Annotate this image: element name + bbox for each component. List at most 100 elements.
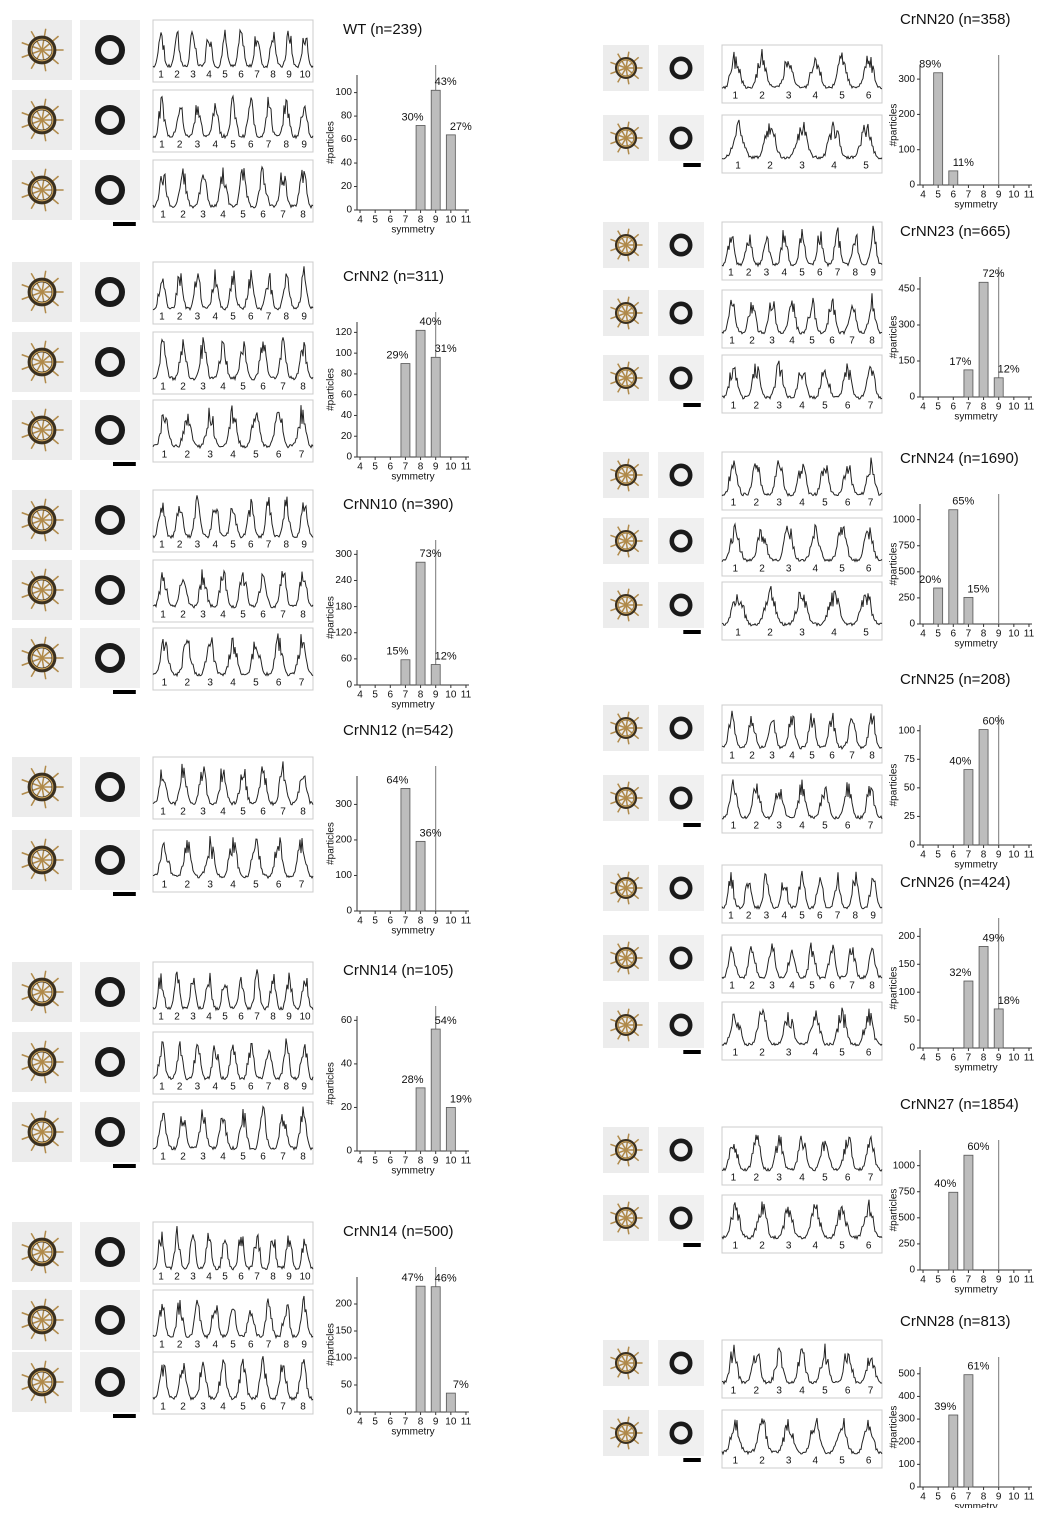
profile-peak-label: 1: [733, 1241, 739, 1252]
value-label: 46%: [435, 1273, 457, 1285]
scale-bar: [683, 403, 700, 407]
scale-bar: [683, 163, 700, 167]
profile-peak-label: 9: [286, 1012, 292, 1023]
profile-box: [153, 560, 313, 622]
profile-peak-label: 2: [174, 1272, 180, 1283]
bar: [401, 660, 410, 685]
chart-title: CrNN25 (n=208): [900, 671, 1010, 688]
profile-peak-label: 7: [280, 1152, 286, 1163]
y-tick-label: 240: [335, 575, 352, 586]
x-tick-label: 10: [445, 462, 457, 473]
profile-peak-label: 5: [822, 498, 828, 509]
profile-peak-label: 4: [212, 312, 218, 323]
profile-peak-label: 3: [200, 382, 206, 393]
profile-peak-label: 10: [299, 70, 311, 81]
profile-box: [153, 757, 313, 819]
bar: [416, 841, 425, 911]
x-tick-label: 4: [920, 1492, 926, 1503]
profile-peak-label: 7: [266, 1082, 272, 1093]
profile-peak-label: 5: [799, 911, 805, 922]
profile-peak-label: 9: [301, 140, 307, 151]
profile-peak-label: 1: [160, 807, 166, 818]
x-tick-label: 4: [920, 1275, 926, 1286]
value-label: 27%: [450, 121, 472, 133]
profile-peak-label: 3: [786, 1241, 792, 1252]
particle-image: [80, 332, 140, 392]
profile-peak-label: 5: [240, 610, 246, 621]
x-tick-label: 11: [1024, 1053, 1035, 1064]
y-tick-label: 180: [335, 601, 352, 612]
bar: [949, 1415, 958, 1487]
x-tick-label: 4: [920, 190, 926, 201]
x-tick-label: 10: [1008, 850, 1020, 861]
value-label: 18%: [998, 995, 1020, 1007]
profile-peak-label: 2: [177, 140, 183, 151]
profile-peak-label: 3: [786, 564, 792, 575]
profile-peak-label: 5: [839, 1241, 845, 1252]
profile-box: [153, 1352, 313, 1414]
profile-peak-label: 5: [839, 564, 845, 575]
particle-image: [80, 1102, 140, 1162]
profile-peak-label: 8: [270, 1012, 276, 1023]
profile-peak-label: 7: [254, 1012, 260, 1023]
particle-image: [658, 935, 704, 981]
profile-peak-label: 3: [207, 678, 213, 689]
profile-peak-label: 8: [853, 268, 859, 279]
y-tick-label: 20: [341, 181, 353, 192]
y-tick-label: 120: [335, 327, 352, 338]
profile-peak-label: 3: [776, 821, 782, 832]
x-tick-label: 5: [935, 190, 941, 201]
x-tick-label: 4: [357, 462, 363, 473]
y-tick-label: 250: [898, 1239, 915, 1250]
y-tick-label: 50: [341, 1380, 353, 1391]
profile-peak-label: 6: [866, 1241, 872, 1252]
profile-peak-label: 2: [177, 312, 183, 323]
profile-peak-label: 4: [230, 678, 236, 689]
profile-peak-label: 2: [177, 1082, 183, 1093]
value-label: 43%: [435, 76, 457, 88]
profile-box: [722, 518, 882, 576]
x-tick-label: 4: [357, 215, 363, 226]
bar: [964, 597, 973, 624]
scale-bar: [113, 1164, 136, 1168]
profile-peak-label: 4: [813, 564, 819, 575]
y-axis-label: #particles: [889, 104, 900, 147]
profile-peak-label: 2: [185, 450, 191, 461]
profile-peak-label: 1: [731, 1173, 737, 1184]
particle-image: [80, 1032, 140, 1092]
y-tick-label: 60: [341, 389, 353, 400]
y-tick-label: 150: [898, 356, 915, 367]
profile-peak-label: 1: [160, 1402, 166, 1413]
profile-peak-label: 8: [284, 140, 290, 151]
x-tick-label: 10: [1008, 402, 1020, 413]
profile-peak-label: 6: [845, 1173, 851, 1184]
profile-peak-label: 2: [754, 498, 760, 509]
profile-peak-label: 3: [200, 807, 206, 818]
profile-peak-label: 4: [212, 1082, 218, 1093]
profile-peak-label: 7: [868, 1173, 874, 1184]
y-tick-label: 0: [346, 1146, 352, 1157]
profile-box: [153, 160, 313, 222]
profile-peak-label: 2: [185, 678, 191, 689]
y-tick-label: 60: [341, 134, 353, 145]
x-axis-label: symmetry: [391, 472, 434, 483]
y-tick-label: 200: [335, 835, 352, 846]
bar: [431, 1287, 440, 1412]
value-label: 40%: [934, 1178, 956, 1190]
profile-peak-label: 6: [817, 268, 823, 279]
bar: [979, 282, 988, 397]
bar: [416, 125, 425, 210]
bar: [964, 1155, 973, 1270]
profile-box: [722, 290, 882, 348]
bar: [446, 1393, 455, 1412]
profile-peak-label: 4: [212, 140, 218, 151]
profile-peak-label: 4: [220, 1402, 226, 1413]
profile-peak-label: 8: [300, 210, 306, 221]
profile-peak-label: 7: [280, 382, 286, 393]
particle-image: [658, 775, 704, 821]
profile-peak-label: 7: [849, 336, 855, 347]
scale-bar: [683, 1243, 700, 1247]
particle-image: [80, 628, 140, 688]
profile-peak-label: 8: [300, 1402, 306, 1413]
y-tick-label: 100: [898, 987, 915, 998]
